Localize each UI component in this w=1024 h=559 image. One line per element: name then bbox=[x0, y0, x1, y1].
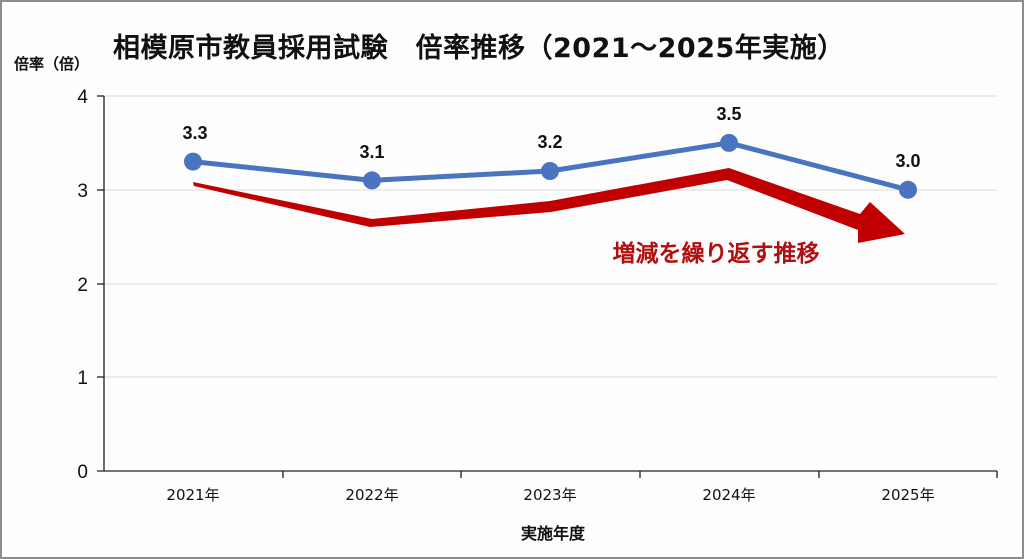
data-point-2024 bbox=[720, 133, 738, 152]
x-tick-2025: 2025年 bbox=[881, 486, 934, 504]
x-tick-labels: 2021年 2022年 2023年 2024年 2025年 bbox=[166, 486, 934, 504]
y-tick-3: 3 bbox=[77, 181, 88, 202]
x-tick-2022: 2022年 bbox=[345, 486, 398, 504]
data-label-2022: 3.1 bbox=[359, 142, 384, 162]
data-point-2023 bbox=[541, 162, 559, 180]
x-axis-label: 実施年度 bbox=[520, 524, 585, 543]
data-label-2024: 3.5 bbox=[716, 104, 741, 124]
x-tick-2021: 2021年 bbox=[166, 486, 219, 504]
data-point-2022 bbox=[363, 171, 381, 190]
y-tick-1: 1 bbox=[77, 368, 88, 389]
axes bbox=[97, 95, 998, 478]
y-tick-2: 2 bbox=[77, 275, 88, 296]
data-labels: 3.3 3.1 3.2 3.5 3.0 bbox=[182, 104, 920, 171]
y-tick-4: 4 bbox=[77, 87, 88, 108]
data-point-2021 bbox=[184, 152, 202, 171]
data-point-2025 bbox=[899, 180, 917, 199]
data-label-2025: 3.0 bbox=[895, 151, 920, 171]
x-tick-2024: 2024年 bbox=[702, 486, 755, 504]
data-label-2023: 3.2 bbox=[537, 132, 562, 152]
series-line bbox=[184, 133, 917, 199]
gridlines bbox=[104, 95, 997, 378]
y-tick-labels: 4 3 2 1 0 bbox=[77, 87, 88, 483]
y-axis-label: 倍率（倍） bbox=[14, 55, 90, 73]
chart-title: 相模原市教員採用試験 倍率推移（2021〜2025年実施） bbox=[113, 33, 845, 64]
x-tick-2023: 2023年 bbox=[523, 486, 576, 504]
data-label-2021: 3.3 bbox=[182, 123, 207, 143]
y-tick-0: 0 bbox=[77, 462, 88, 483]
trend-annotation: 増減を繰り返す推移 bbox=[613, 240, 820, 267]
trend-arrow bbox=[193, 168, 905, 243]
